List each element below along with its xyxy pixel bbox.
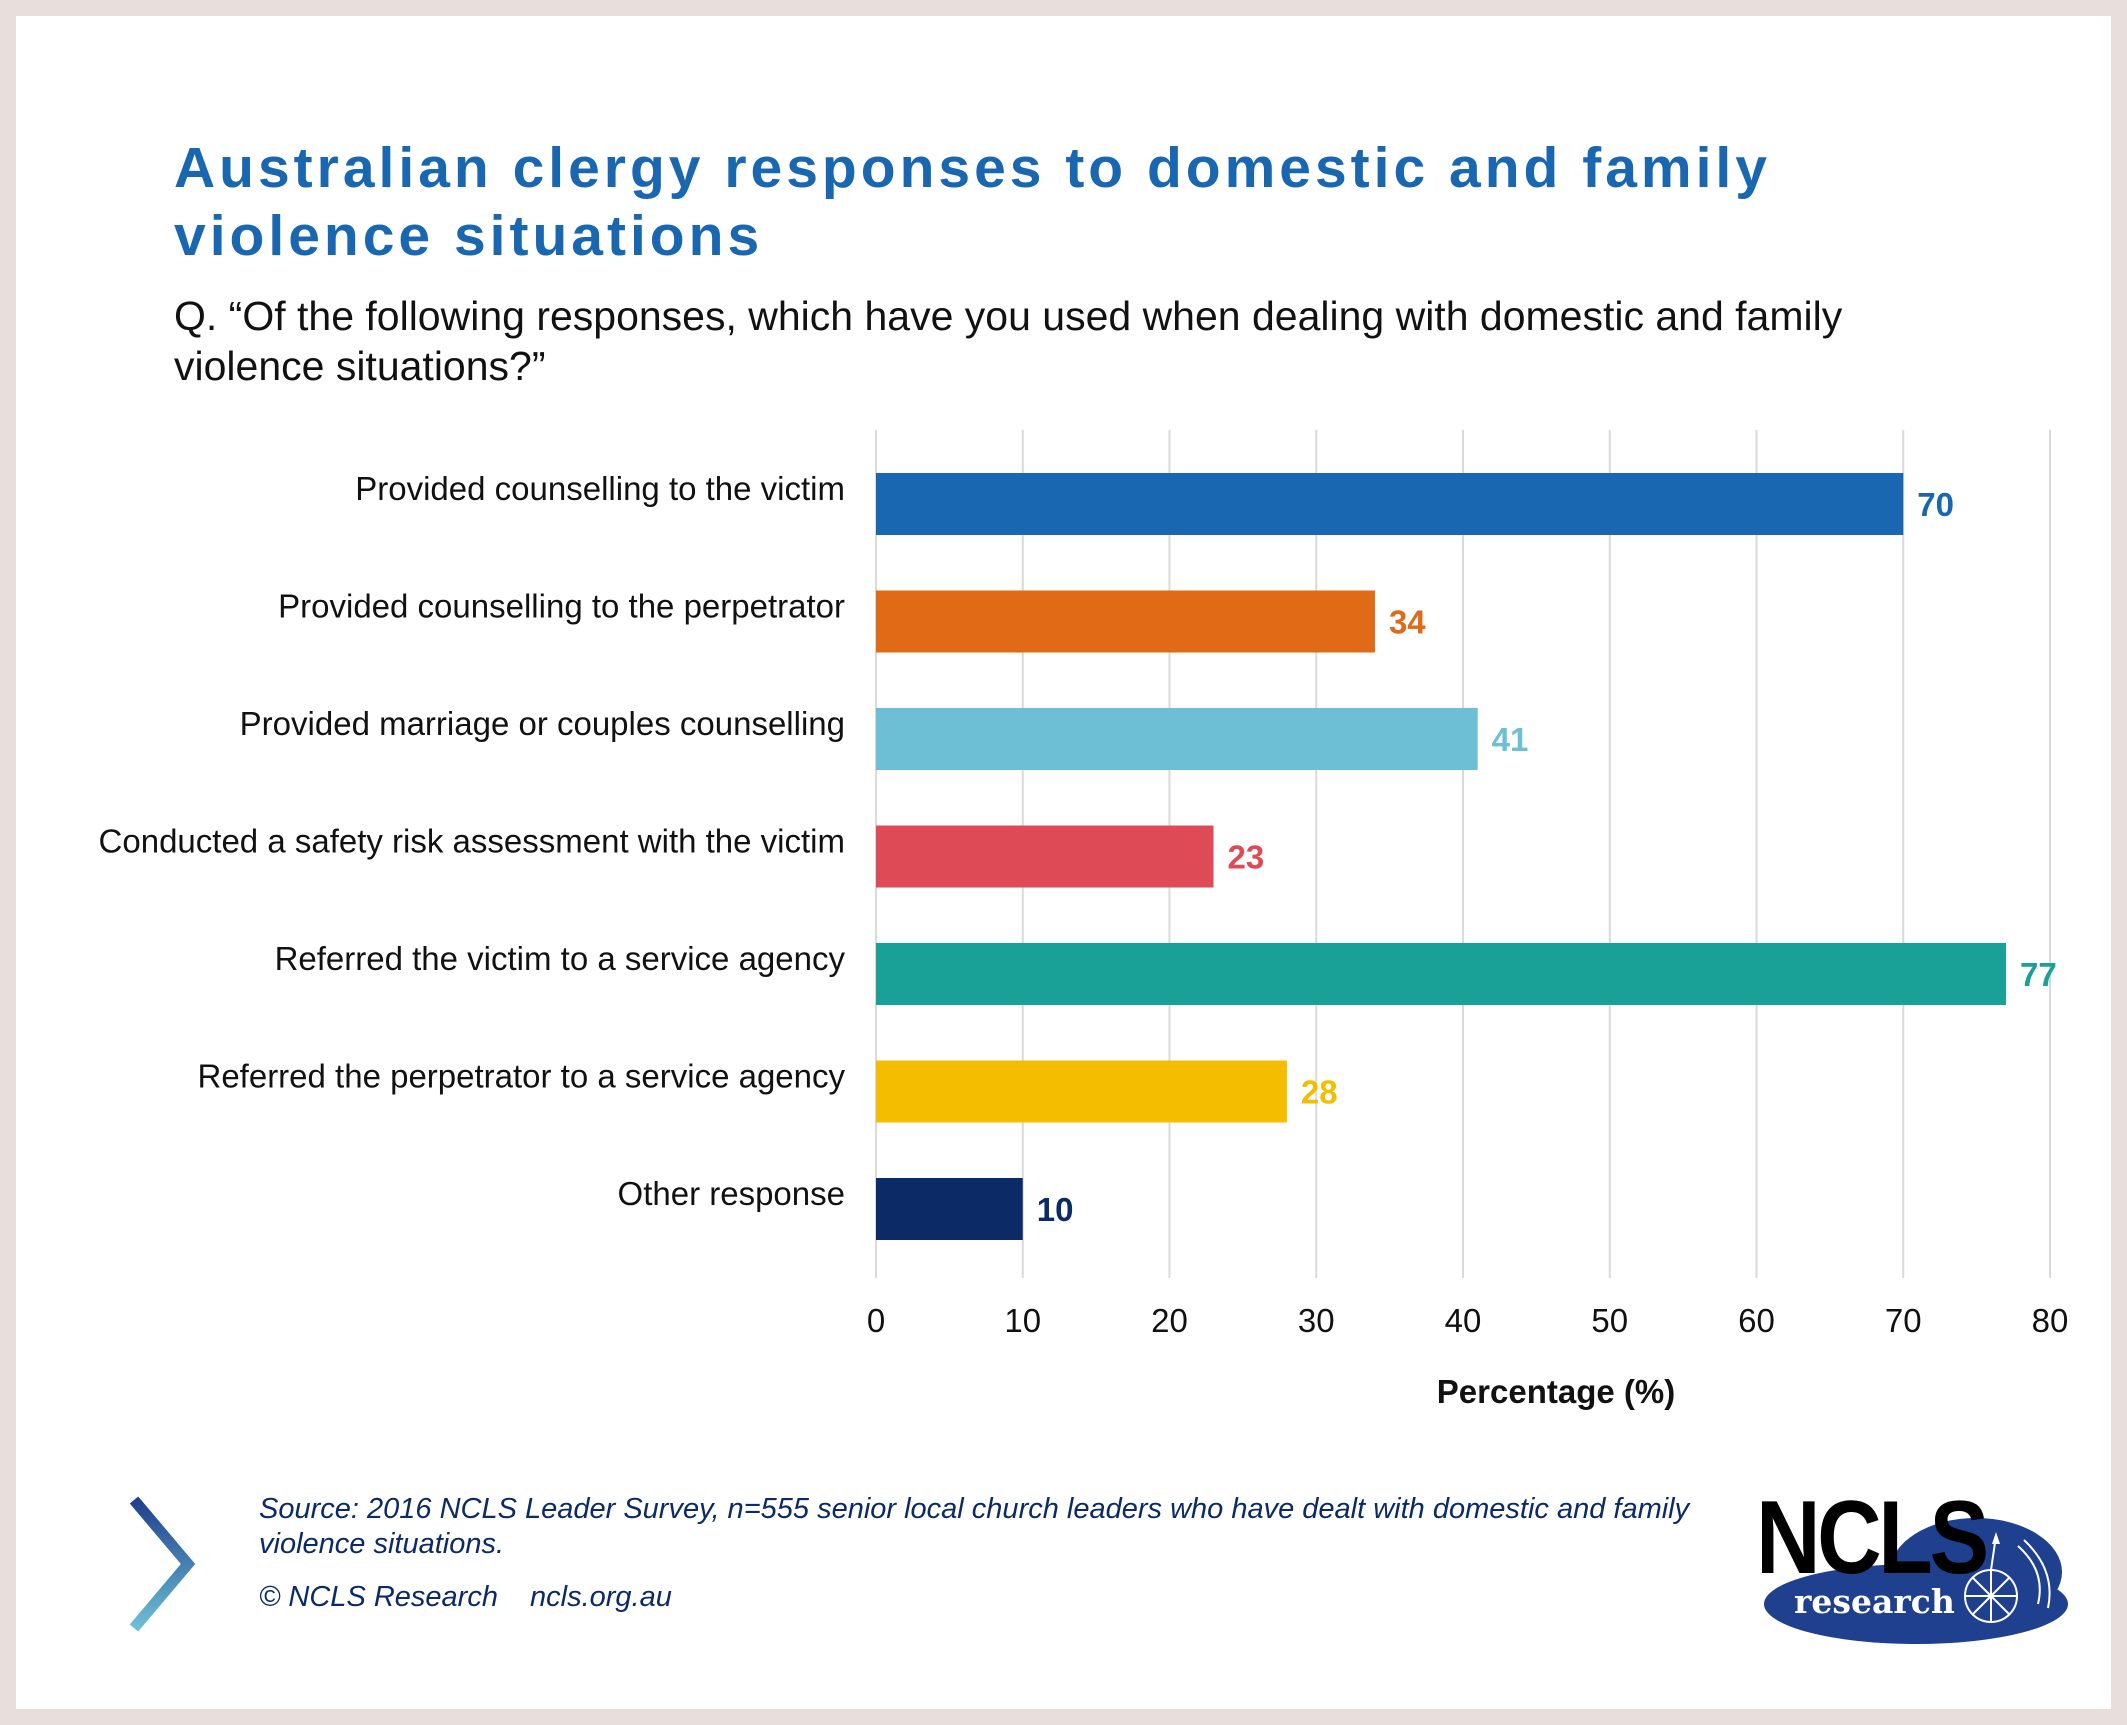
category-label: Referred the perpetrator to a service ag… [197, 1058, 845, 1095]
category-label: Other response [618, 1175, 845, 1212]
data-label: 34 [1389, 604, 1426, 641]
bar [876, 473, 1904, 535]
bar [876, 708, 1478, 770]
data-labels: 70 34 41 23 77 28 10 [1037, 486, 2057, 1228]
chart-card: Australian clergy responses to domestic … [16, 16, 2111, 1709]
copyright-line: © NCLS Research ncls.org.au [259, 1581, 696, 1614]
data-label: 28 [1301, 1074, 1338, 1111]
data-label: 10 [1037, 1191, 1074, 1228]
x-axis-title: Percentage (%) [1437, 1373, 1675, 1410]
x-tick-label: 40 [1445, 1302, 1482, 1339]
copyright-text: © NCLS Research [259, 1581, 498, 1613]
x-tick-label: 0 [867, 1302, 885, 1339]
x-tick-label: 80 [2032, 1302, 2069, 1339]
logo-wordmark: NCLS [1756, 1480, 1989, 1596]
x-tick-label: 30 [1298, 1302, 1335, 1339]
chart-subtitle: Q. “Of the following responses, which ha… [174, 293, 1843, 389]
x-tick-label: 20 [1151, 1302, 1188, 1339]
website-link[interactable]: ncls.org.au [530, 1581, 672, 1613]
source-note: Source: 2016 NCLS Leader Survey, n=555 s… [259, 1493, 1690, 1560]
category-label: Referred the victim to a service agency [275, 940, 846, 977]
category-label: Provided counselling to the victim [355, 470, 845, 507]
chart-title: Australian clergy responses to domestic … [174, 136, 1771, 268]
bar-chart: Provided counselling to the victim Provid… [99, 430, 2069, 1410]
bar [876, 943, 2006, 1005]
chevron-right-icon [129, 1496, 196, 1632]
bar [876, 590, 1375, 653]
x-tick-labels: 0 10 20 30 40 50 60 70 80 [867, 1302, 2069, 1339]
bar [876, 1060, 1287, 1123]
x-tick-label: 10 [1004, 1302, 1041, 1339]
data-label: 77 [2020, 956, 2057, 993]
x-tick-label: 60 [1738, 1302, 1775, 1339]
data-label: 41 [1492, 721, 1529, 758]
logo-subtitle: research [1794, 1582, 1955, 1621]
category-labels: Provided counselling to the victim Provid… [99, 470, 846, 1212]
x-tick-label: 50 [1591, 1302, 1628, 1339]
x-tick-label: 70 [1885, 1302, 1922, 1339]
data-label: 70 [1917, 486, 1954, 523]
category-label: Provided marriage or couples counselling [240, 705, 845, 742]
bar [876, 825, 1214, 888]
category-label: Conducted a safety risk assessment with … [99, 823, 845, 860]
data-label: 23 [1228, 839, 1265, 876]
category-label: Provided counselling to the perpetrator [278, 588, 845, 625]
bars [876, 473, 2006, 1240]
bar [876, 1178, 1023, 1240]
